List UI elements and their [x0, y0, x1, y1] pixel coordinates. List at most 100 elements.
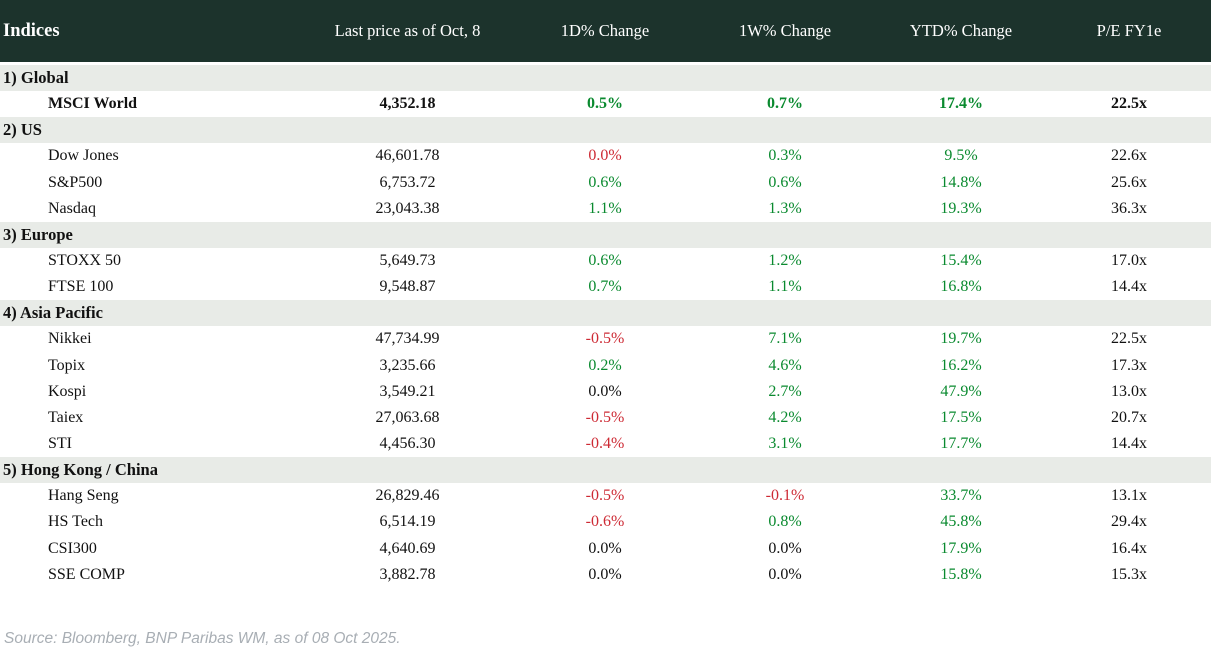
last-price-cell: 26,829.46 — [375, 487, 440, 505]
table-row: S&P500 6,753.72 0.6% 0.6% 14.8% 25.6x — [0, 169, 1211, 196]
index-name: Taiex — [48, 408, 84, 426]
table-row: SSE COMP 3,882.78 0.0% 0.0% 15.8% 15.3x — [0, 561, 1211, 588]
table-row: Topix 3,235.66 0.2% 4.6% 16.2% 17.3x — [0, 352, 1211, 379]
1w-change-cell: 1.2% — [768, 252, 802, 270]
ytd-change-cell: 14.8% — [940, 173, 982, 191]
1w-change-cell: 0.7% — [767, 95, 803, 113]
index-name: Nikkei — [48, 330, 92, 348]
ytd-change-cell: 16.8% — [940, 278, 982, 296]
section-label: 2) US — [3, 120, 42, 140]
index-name: SSE COMP — [48, 565, 125, 583]
table-row: Taiex 27,063.68 -0.5% 4.2% 17.5% 20.7x — [0, 404, 1211, 431]
1w-change-cell: 0.0% — [768, 565, 802, 583]
1w-change-cell: 0.0% — [768, 539, 802, 557]
last-price-cell: 3,882.78 — [379, 565, 436, 583]
1w-change-cell: 1.1% — [768, 278, 802, 296]
index-name: STI — [48, 435, 72, 453]
1w-change-cell: 3.1% — [768, 435, 802, 453]
1d-change-cell: -0.6% — [585, 513, 625, 531]
1d-change-cell: 0.6% — [588, 252, 622, 270]
last-price-cell: 4,352.18 — [379, 95, 436, 113]
pe-fy1e-cell: 29.4x — [1111, 513, 1147, 531]
ytd-change-cell: 19.7% — [940, 330, 982, 348]
1d-change-cell: -0.5% — [585, 330, 625, 348]
column-header-1d-change: 1D% Change — [560, 21, 650, 40]
pe-fy1e-cell: 25.6x — [1111, 173, 1147, 191]
index-name: Topix — [48, 356, 86, 374]
1w-change-cell: 2.7% — [768, 382, 802, 400]
ytd-change-cell: 45.8% — [940, 513, 982, 531]
pe-fy1e-cell: 14.4x — [1111, 278, 1147, 296]
index-name: HS Tech — [48, 513, 104, 531]
1d-change-cell: 0.0% — [588, 147, 622, 165]
last-price-cell: 4,640.69 — [379, 539, 436, 557]
pe-fy1e-cell: 22.5x — [1111, 330, 1147, 348]
1d-change-cell: -0.5% — [585, 408, 625, 426]
section-label: 4) Asia Pacific — [3, 303, 103, 323]
1d-change-cell: -0.5% — [585, 487, 625, 505]
section-row: 5) Hong Kong / China — [0, 457, 1211, 484]
table-header: Indices Last price as of Oct, 8 1D% Chan… — [0, 0, 1211, 62]
pe-fy1e-cell: 13.0x — [1111, 382, 1147, 400]
ytd-change-cell: 33.7% — [940, 487, 982, 505]
section-label: 3) Europe — [3, 224, 73, 244]
last-price-cell: 9,548.87 — [379, 278, 436, 296]
1w-change-cell: 1.3% — [768, 199, 802, 217]
table-row: Dow Jones 46,601.78 0.0% 0.3% 9.5% 22.6x — [0, 143, 1211, 170]
ytd-change-cell: 15.4% — [940, 252, 982, 270]
ytd-change-cell: 19.3% — [940, 199, 982, 217]
column-header-indices: Indices — [3, 20, 60, 41]
1d-change-cell: 0.0% — [588, 565, 622, 583]
last-price-cell: 4,456.30 — [379, 435, 436, 453]
1w-change-cell: 4.2% — [768, 408, 802, 426]
ytd-change-cell: 15.8% — [940, 565, 982, 583]
table-row: STI 4,456.30 -0.4% 3.1% 17.7% 14.4x — [0, 430, 1211, 458]
1d-change-cell: 0.0% — [588, 382, 622, 400]
table-body: 1) Global MSCI World 4,352.18 0.5% 0.7% 17.4%… — [0, 65, 1211, 588]
last-price-cell: 27,063.68 — [375, 408, 440, 426]
section-label: 5) Hong Kong / China — [3, 460, 158, 480]
ytd-change-cell: 47.9% — [940, 382, 982, 400]
pe-fy1e-cell: 16.4x — [1111, 539, 1147, 557]
table-row: Nikkei 47,734.99 -0.5% 7.1% 19.7% 22.5x — [0, 326, 1211, 353]
1d-change-cell: -0.4% — [585, 435, 625, 453]
table-row: Kospi 3,549.21 0.0% 2.7% 47.9% 13.0x — [0, 378, 1211, 405]
1d-change-cell: 0.7% — [588, 278, 622, 296]
last-price-cell: 23,043.38 — [375, 199, 440, 217]
section-row: 3) Europe — [0, 221, 1211, 248]
section-row: 1) Global — [0, 65, 1211, 92]
column-header-last-price: Last price as of Oct, 8 — [334, 21, 481, 40]
1d-change-cell: 0.6% — [588, 173, 622, 191]
table-row: MSCI World 4,352.18 0.5% 0.7% 17.4% 22.5x — [0, 91, 1211, 118]
pe-fy1e-cell: 20.7x — [1111, 408, 1147, 426]
index-name: Kospi — [48, 382, 87, 400]
pe-fy1e-cell: 14.4x — [1111, 435, 1147, 453]
last-price-cell: 46,601.78 — [375, 147, 440, 165]
index-name: Hang Seng — [48, 487, 119, 505]
ytd-change-cell: 16.2% — [940, 356, 982, 374]
table-row: FTSE 100 9,548.87 0.7% 1.1% 16.8% 14.4x — [0, 274, 1211, 301]
last-price-cell: 6,753.72 — [379, 173, 436, 191]
column-header-pe-fy1e: P/E FY1e — [1096, 21, 1162, 40]
pe-fy1e-cell: 13.1x — [1111, 487, 1147, 505]
last-price-cell: 5,649.73 — [379, 252, 436, 270]
last-price-cell: 47,734.99 — [375, 330, 440, 348]
pe-fy1e-cell: 36.3x — [1111, 199, 1147, 217]
ytd-change-cell: 17.7% — [940, 435, 982, 453]
1w-change-cell: 0.3% — [768, 147, 802, 165]
index-name: MSCI World — [48, 95, 138, 113]
ytd-change-cell: 17.5% — [940, 408, 982, 426]
column-header-ytd-change: YTD% Change — [909, 21, 1013, 40]
pe-fy1e-cell: 15.3x — [1111, 565, 1147, 583]
1w-change-cell: 0.8% — [768, 513, 802, 531]
section-label: 1) Global — [3, 68, 69, 88]
table-row: STOXX 50 5,649.73 0.6% 1.2% 15.4% 17.0x — [0, 247, 1211, 275]
table-row: HS Tech 6,514.19 -0.6% 0.8% 45.8% 29.4x — [0, 509, 1211, 536]
table-row: Hang Seng 26,829.46 -0.5% -0.1% 33.7% 13.1x — [0, 483, 1211, 510]
ytd-change-cell: 9.5% — [944, 147, 978, 165]
index-name: S&P500 — [48, 173, 103, 191]
pe-fy1e-cell: 17.0x — [1111, 252, 1147, 270]
1d-change-cell: 0.5% — [587, 95, 623, 113]
1w-change-cell: 4.6% — [768, 356, 802, 374]
table-row: Nasdaq 23,043.38 1.1% 1.3% 19.3% 36.3x — [0, 195, 1211, 222]
